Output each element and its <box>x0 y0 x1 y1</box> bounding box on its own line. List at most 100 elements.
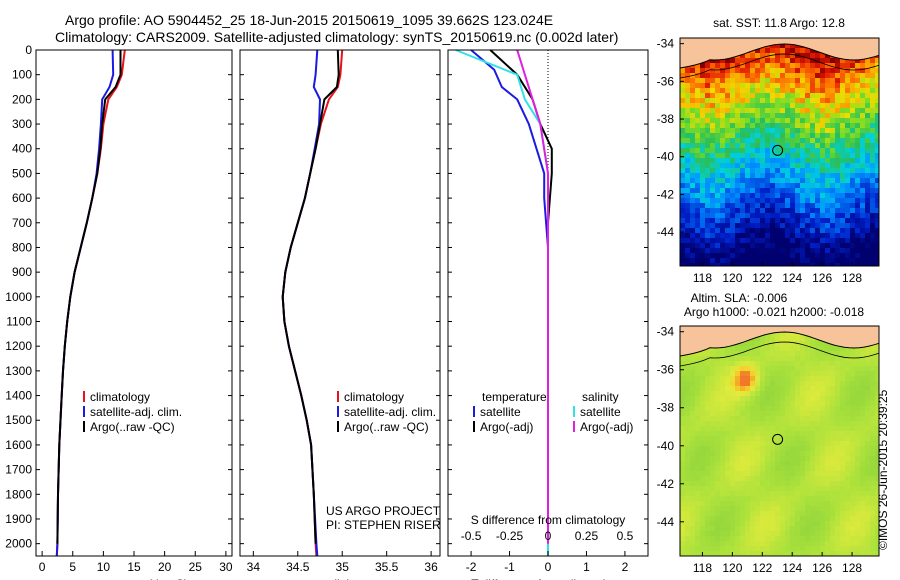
map-cell <box>855 218 861 224</box>
map-cell <box>695 138 701 144</box>
map-cell <box>775 496 781 502</box>
map-cell <box>870 178 876 184</box>
map-cell <box>685 178 691 184</box>
map-cell <box>820 258 826 264</box>
map-cell <box>705 78 711 84</box>
map-cell <box>770 356 776 362</box>
map-cell <box>805 471 811 477</box>
map-cell <box>745 421 751 427</box>
map-cell <box>790 366 796 372</box>
map-cell <box>845 133 851 139</box>
map-cell <box>795 233 801 239</box>
map-cell <box>805 183 811 189</box>
map-cell <box>805 546 811 552</box>
map-cell <box>840 551 846 556</box>
map-cell <box>800 421 806 427</box>
map-cell <box>795 128 801 134</box>
map-cell <box>800 391 806 397</box>
map-cell <box>840 496 846 502</box>
map-cell <box>685 263 691 266</box>
map-cell <box>725 551 731 556</box>
map-cell <box>695 238 701 244</box>
map-cell <box>825 198 831 204</box>
map-cell <box>700 456 706 462</box>
map-cell <box>795 73 801 79</box>
map-cell <box>750 386 756 392</box>
map-cell <box>815 356 821 362</box>
map-cell <box>730 461 736 467</box>
map-cell <box>680 451 686 457</box>
map-cell <box>750 461 756 467</box>
map-cell <box>775 331 781 337</box>
map-cell <box>715 391 721 397</box>
map-cell <box>765 406 771 412</box>
map-cell <box>845 63 851 69</box>
map-cell <box>710 98 716 104</box>
map-cell <box>860 441 866 447</box>
map-cell <box>685 426 691 432</box>
map-cell <box>780 218 786 224</box>
map-cell <box>700 98 706 104</box>
map-cell <box>770 361 776 367</box>
map-cell <box>835 73 841 79</box>
map-cell <box>860 118 866 124</box>
map-cell <box>725 411 731 417</box>
map-cell <box>685 93 691 99</box>
map-cell <box>735 128 741 134</box>
map-cell <box>755 158 761 164</box>
map-cell <box>710 476 716 482</box>
map-cell <box>725 143 731 149</box>
map-cell <box>790 411 796 417</box>
map-cell <box>815 128 821 134</box>
map-cell <box>710 421 716 427</box>
map-cell <box>865 436 871 442</box>
map-cell <box>830 113 836 119</box>
map-cell <box>700 203 706 209</box>
map-cell <box>825 446 831 452</box>
map-cell <box>845 476 851 482</box>
map-cell <box>850 73 856 79</box>
map-cell <box>705 551 711 556</box>
map-cell <box>765 178 771 184</box>
map-cell <box>715 376 721 382</box>
map-cell <box>685 193 691 199</box>
map-cell <box>690 511 696 517</box>
map-cell <box>820 436 826 442</box>
map-cell <box>740 501 746 507</box>
map-cell <box>730 128 736 134</box>
map-cell <box>855 238 861 244</box>
map-cell <box>815 153 821 159</box>
map-cell <box>800 481 806 487</box>
map-cell <box>745 381 751 387</box>
map-cell <box>765 73 771 79</box>
map-cell <box>745 78 751 84</box>
map-cell <box>725 481 731 487</box>
map-cell <box>790 158 796 164</box>
map-cell <box>850 506 856 512</box>
map-cell <box>765 183 771 189</box>
map-cell <box>790 73 796 79</box>
map-cell <box>820 68 826 74</box>
map-cell <box>785 471 791 477</box>
map-cell <box>815 466 821 472</box>
map-cell <box>680 421 686 427</box>
map-cell <box>860 496 866 502</box>
map-cell <box>855 118 861 124</box>
map-cell <box>840 188 846 194</box>
map-cell <box>710 208 716 214</box>
map-cell <box>700 541 706 547</box>
map-cell <box>815 441 821 447</box>
map-cell <box>795 501 801 507</box>
map-cell <box>815 143 821 149</box>
map-cell <box>785 143 791 149</box>
map-cell <box>845 58 851 64</box>
map-cell <box>845 381 851 387</box>
map-cell <box>700 168 706 174</box>
map-cell <box>745 148 751 154</box>
map-cell <box>690 168 696 174</box>
map-cell <box>755 431 761 437</box>
map-cell <box>825 356 831 362</box>
map-cell <box>820 521 826 527</box>
map-cell <box>715 456 721 462</box>
map-cell <box>830 421 836 427</box>
